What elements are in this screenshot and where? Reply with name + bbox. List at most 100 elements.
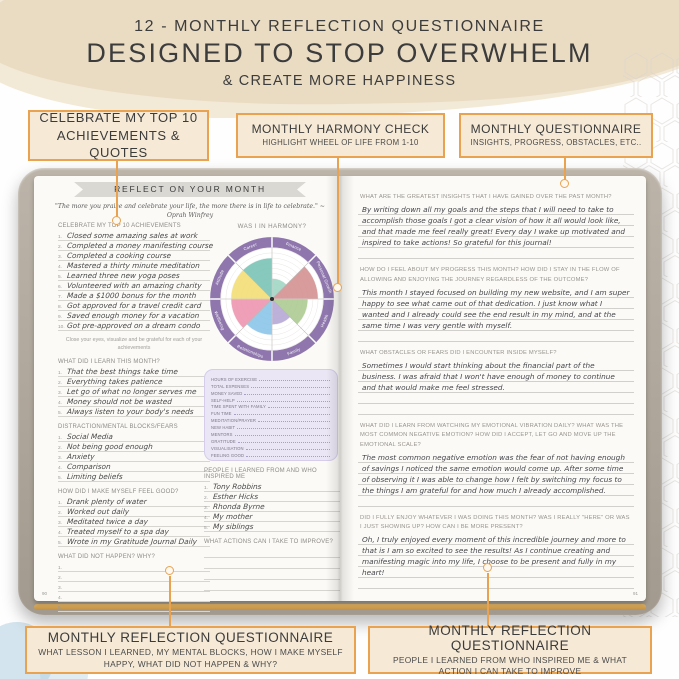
title-line-2: DESIGNED TO STOP OVERWHELM: [86, 38, 593, 68]
svg-text:Attitude: Attitude: [214, 268, 225, 285]
list-item: 3. Rhonda Byrne: [204, 502, 340, 512]
section-heading: DISTRACTION/MENTAL BLOCKS/FEARS: [58, 424, 178, 431]
list-item: 4. Money should not be wasted: [58, 397, 210, 408]
list-item: 2. Not being good enough: [58, 442, 210, 453]
callout-title: MONTHLY QUESTIONNAIRE: [470, 122, 642, 137]
blank-line: [204, 558, 340, 569]
section-heading: PEOPLE I LEARNED FROM AND WHO INSPIRED M…: [204, 468, 317, 480]
blank-line: [204, 580, 340, 591]
list-item: 5. Always listen to your body's needs: [58, 407, 210, 418]
stat-row: HOURS OF EXERCISE: [211, 375, 331, 382]
svg-text:Career: Career: [243, 241, 258, 251]
list-item: 3.: [58, 582, 210, 593]
list-item: 2. Completed a money manifesting course: [58, 241, 214, 251]
title-line-3: & CREATE MORE HAPPINESS: [222, 73, 457, 89]
callout-subtitle: INSIGHTS, PROGRESS, OBSTACLES, ETC..: [470, 138, 642, 148]
connector-dot: [112, 216, 121, 225]
handwritten-answer: This month I stayed focused on building …: [358, 286, 634, 342]
list-item: 1. Tony Robbins: [204, 482, 340, 492]
stat-row: TOTAL EXPENSES: [211, 382, 331, 389]
section-heading: WHAT DID I LEARN THIS MONTH?: [58, 359, 160, 366]
list-item: 3. Meditated twice a day: [58, 517, 210, 528]
journal-book: REFLECT ON YOUR MONTH "The more you prai…: [18, 168, 662, 615]
list-item: 5. My siblings: [204, 522, 340, 532]
not-happen-list: 1. 2. 3. 4. 5.: [58, 562, 210, 613]
list-item: 4. Treated myself to a spa day: [58, 527, 210, 538]
actions-blank-lines: [204, 547, 340, 591]
stat-row: VISUALISATION: [211, 444, 331, 451]
stat-row: MENTORS: [211, 430, 331, 437]
achievements-list: 1. Closed some amazing sales at work 2. Com…: [58, 231, 214, 331]
list-item: 3. Anxiety: [58, 452, 210, 463]
list-item: 6. Volunteered with an amazing charity: [58, 281, 210, 291]
stat-row: FUN TIME: [211, 409, 331, 416]
blocks-list: 1. Social Media 2. Not being good enough 3. A…: [58, 432, 210, 483]
page-title: 12 - MONTHLY REFLECTION QUESTIONNAIRE DE…: [0, 18, 679, 89]
callout-subtitle: PEOPLE I LEARNED FROM WHO INSPIRED ME & …: [392, 654, 628, 676]
wheel-title: WAS I IN HARMONY?: [237, 223, 307, 230]
page-number-left: 90: [42, 591, 48, 596]
list-item: 7. Made a $1000 bonus for the month: [58, 291, 210, 301]
reflect-banner: REFLECT ON YOUR MONTH: [74, 182, 306, 197]
learn-list: 1. That the best things take time 2. Everyt…: [58, 367, 210, 418]
list-item: 1. Drank plenty of water: [58, 497, 210, 508]
callout-title: MONTHLY HARMONY CHECK: [251, 122, 430, 137]
callout-reflection-right: MONTHLY REFLECTION QUESTIONNAIRE PEOPLE …: [368, 622, 652, 676]
stat-row: MONEY SAVED: [211, 389, 331, 396]
stat-row: MEDITATION/PRAYER: [211, 416, 331, 423]
connector-line: [487, 573, 489, 626]
callout-label: CELEBRATE MY TOP 10 ACHIEVEMENTS & QUOTE…: [39, 110, 198, 161]
question-label: WHAT OBSTACLES OR FEARS DID I ENCOUNTER …: [360, 349, 557, 356]
feel-good-list: 1. Drank plenty of water 2. Worked out dail…: [58, 497, 210, 548]
book-cover-edge: [34, 604, 646, 610]
right-page-questions: WHAT ARE THE GREATEST INSIGHTS THAT I HA…: [358, 186, 634, 590]
list-item: 1. That the best things take time: [58, 367, 210, 378]
open-pages: REFLECT ON YOUR MONTH "The more you prai…: [34, 176, 646, 613]
left-page-left-column: CELEBRATE MY TOP 10 ACHIEVEMENTS 1. Close…: [58, 223, 214, 613]
list-item: 1. Social Media: [58, 432, 210, 443]
handwritten-answer: Sometimes I would start thinking about t…: [358, 360, 634, 416]
blank-line: [204, 547, 340, 558]
book-gutter-shadow: [326, 176, 354, 601]
connector-line: [564, 158, 566, 181]
page-number-right: 91: [632, 591, 638, 596]
stat-row: TIME SPENT WITH FAMILY: [211, 403, 331, 409]
section-heading: WHAT ACTIONS CAN I TAKE TO IMPROVE?: [204, 539, 334, 545]
list-item: 2. Everything takes patience: [58, 377, 210, 388]
connector-dot: [483, 563, 492, 572]
list-item: 1.: [58, 562, 210, 573]
left-page-right-column: WAS I IN HARMONY? Finance Personal Growth…: [204, 223, 340, 591]
list-item: 4. My mother: [204, 512, 340, 522]
handwritten-answer: By writing down all my goals and the ste…: [358, 204, 634, 260]
list-item: 9. Saved enough money for a vacation: [58, 311, 210, 321]
stat-row: GRATITUDE: [211, 437, 331, 444]
list-item: 5. Wrote in my Gratitude Journal Daily: [58, 537, 210, 548]
list-item: 5. Learned three new yoga poses: [58, 271, 210, 281]
question-label: WHAT ARE THE GREATEST INSIGHTS THAT I HA…: [360, 194, 612, 200]
connector-dot: [560, 179, 569, 188]
title-line-1: 12 - MONTHLY REFLECTION QUESTIONNAIRE: [134, 18, 545, 35]
callout-subtitle: WHAT LESSON I LEARNED, MY MENTAL BLOCKS,…: [38, 647, 343, 669]
question-label: WHAT DID I LEARN FROM WATCHING MY EMOTIO…: [360, 423, 624, 448]
callout-reflection-left: MONTHLY REFLECTION QUESTIONNAIRE WHAT LE…: [25, 626, 356, 674]
callout-questionnaire: MONTHLY QUESTIONNAIRE INSIGHTS, PROGRESS…: [459, 113, 653, 158]
svg-text:Health: Health: [319, 314, 329, 328]
monthly-stats-box: HOURS OF EXERCISE TOTAL EXPENSES MONEY SAV…: [204, 369, 338, 461]
list-item: 2. Esther Hicks: [204, 492, 340, 502]
list-item: 3. Let go of what no longer serves me: [58, 387, 210, 398]
callout-title: MONTHLY REFLECTION QUESTIONNAIRE: [428, 622, 592, 653]
list-item: 3. Completed a cooking course: [58, 251, 210, 261]
stat-row: FEELING GOOD: [211, 451, 331, 458]
list-item: 10. Got pre-approved on a dream condo: [58, 321, 210, 331]
connector-dot: [165, 566, 174, 575]
callout-harmony-check: MONTHLY HARMONY CHECK HIGHLIGHT WHEEL OF…: [236, 113, 445, 158]
section-heading: HOW DID I MAKE MYSELF FEEL GOOD?: [58, 489, 179, 496]
list-item: 4. Mastered a thirty minute meditation: [58, 261, 210, 271]
connector-line: [337, 158, 339, 285]
connector-line: [116, 161, 118, 218]
list-item: 2. Worked out daily: [58, 507, 210, 518]
svg-text:Finance: Finance: [285, 241, 303, 252]
callout-achievements: CELEBRATE MY TOP 10 ACHIEVEMENTS & QUOTE…: [28, 110, 209, 161]
list-item: 2.: [58, 572, 210, 583]
oprah-quote: "The more you praise and celebrate your …: [55, 203, 325, 220]
